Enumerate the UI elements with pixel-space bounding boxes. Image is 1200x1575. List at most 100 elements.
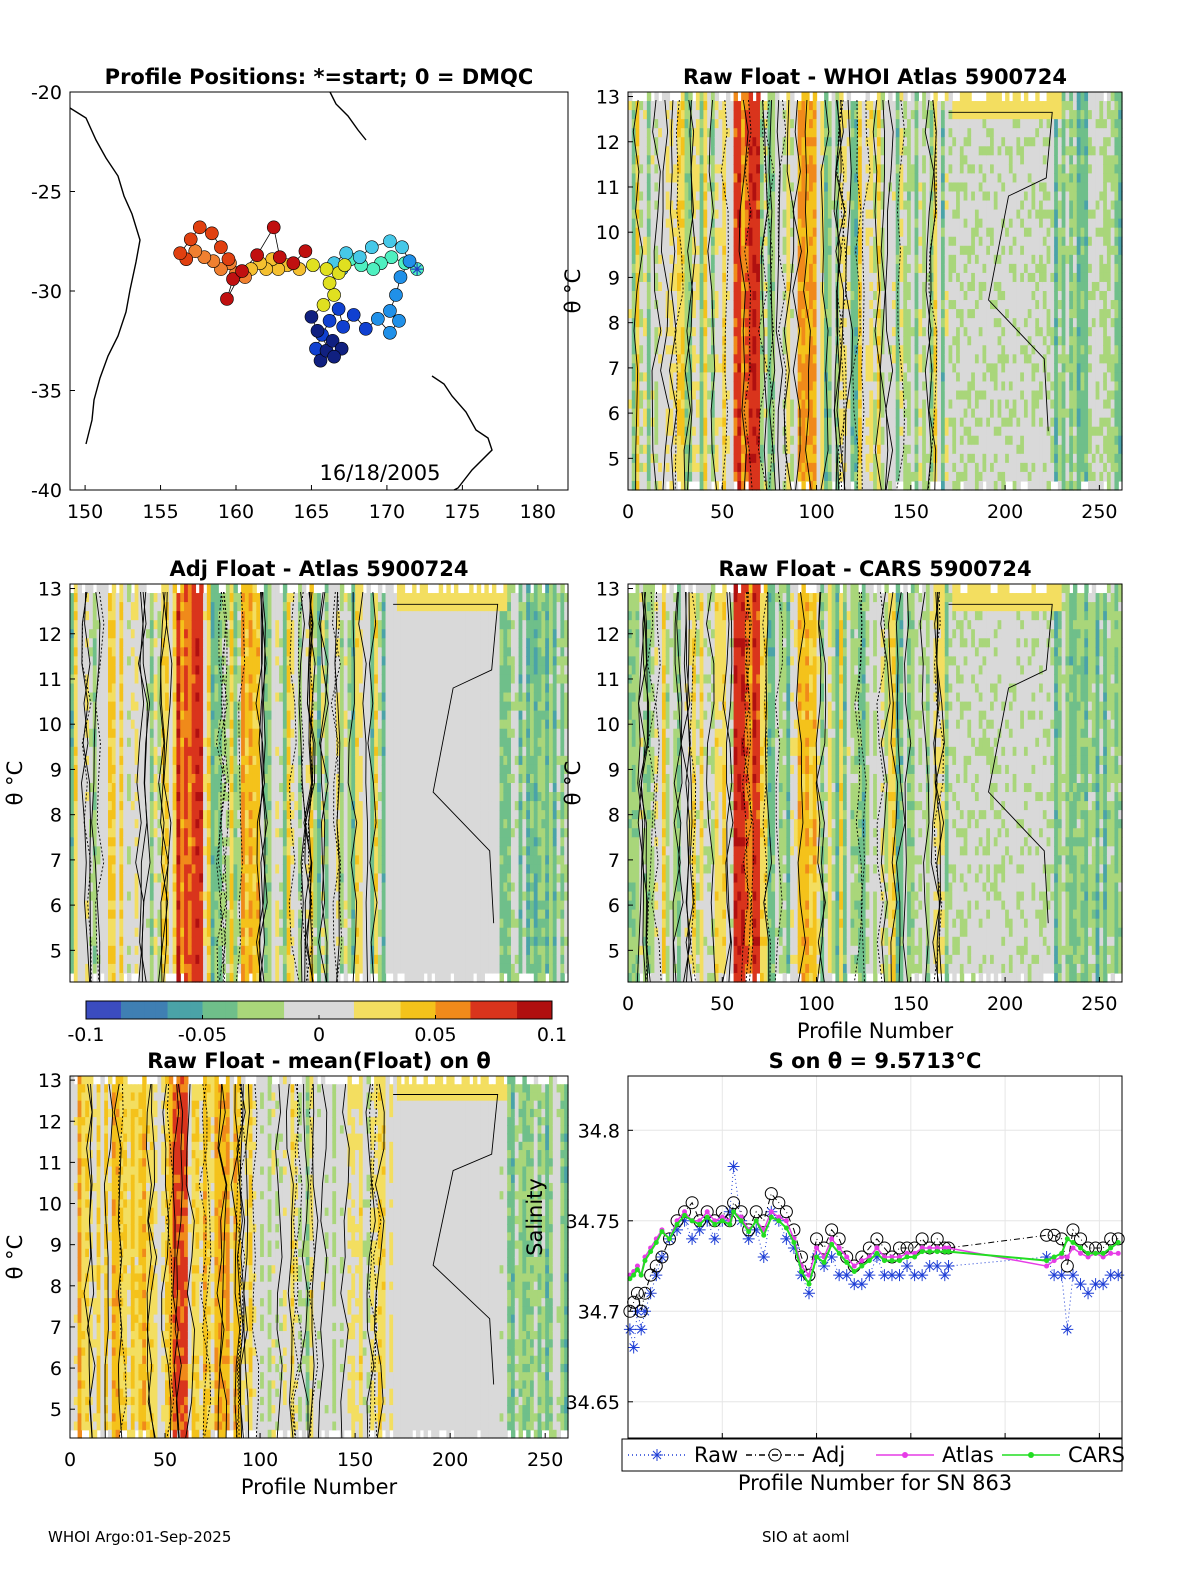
p5-contours [83, 1083, 499, 1439]
series-raw-point [1048, 1269, 1061, 1282]
profile-position-marker [192, 220, 207, 235]
p4-ytick-label: 8 [608, 805, 620, 827]
colorbar-swatch [482, 1001, 495, 1019]
series-raw-point [742, 1232, 755, 1245]
profile-position-marker [316, 298, 331, 312]
colorbar-swatch [295, 1001, 308, 1019]
series-raw-point [901, 1260, 914, 1273]
colorbar-swatch [412, 1001, 425, 1019]
map-ytick-label: -20 [31, 82, 62, 104]
p2-ytick-label: 7 [608, 358, 620, 380]
series-adj-point [772, 1196, 786, 1210]
series-cars-point [776, 1218, 782, 1224]
profile-position-marker [173, 246, 187, 260]
series-raw-point [1040, 1251, 1053, 1263]
series-cars-point [648, 1249, 654, 1255]
profile-position-marker [272, 250, 287, 264]
series-atlas-point [859, 1258, 865, 1264]
series-raw [623, 1160, 1125, 1354]
colorbar-tick-label: 0.05 [414, 1024, 456, 1046]
profile-position-marker [339, 246, 353, 260]
series-cars-point [836, 1250, 842, 1256]
p4-ytick-label: 10 [596, 714, 620, 736]
profile-position-marker [346, 308, 361, 322]
p3-ytick-label: 11 [38, 669, 62, 691]
series-raw-point [833, 1269, 846, 1282]
profile-position-marker [383, 304, 397, 318]
series-atlas-point [912, 1250, 918, 1256]
p2-ytick-label: 12 [596, 132, 620, 154]
profile-position-marker [337, 258, 352, 272]
series-adj-point [1104, 1232, 1118, 1246]
colorbar-swatch [190, 1001, 203, 1019]
series-adj-point [727, 1196, 741, 1210]
series-cars-point [881, 1258, 887, 1264]
series-atlas-point [1059, 1254, 1065, 1260]
colorbar-swatch [307, 1001, 320, 1019]
p2-ytick-label: 9 [608, 267, 620, 289]
series-atlas-point [844, 1254, 850, 1260]
series-raw-point [840, 1269, 853, 1282]
p4-xtick-label: 50 [710, 993, 734, 1015]
series-cars-point [874, 1250, 880, 1256]
colorbar-swatch [144, 1001, 157, 1019]
p2-ytick-label: 5 [608, 448, 620, 470]
p3-ytick-label: 12 [38, 624, 62, 646]
series-atlas-point [719, 1214, 725, 1220]
series-raw-line [629, 1166, 1119, 1348]
profile-position-marker [266, 220, 281, 235]
p2-contours [632, 99, 1053, 491]
colorbar-swatch [353, 1001, 367, 1019]
map-ytick-label: -35 [31, 381, 62, 403]
series-raw-point [780, 1232, 793, 1245]
footer-left: WHOI Argo:01-Sep-2025 [48, 1528, 231, 1546]
p5-ytick-label: 6 [50, 1358, 62, 1380]
profile-position-marker [325, 333, 340, 348]
series-cars-point [904, 1254, 910, 1260]
series-adj-point [870, 1232, 884, 1246]
map-panel: 16/18/2005 150 155 160 165 170 175 180 -20 -25 -30… [31, 65, 569, 523]
p6-xlabel: Profile Number for SN 863 [738, 1471, 1012, 1495]
colorbar-swatch [435, 1001, 448, 1019]
series-cars-point [829, 1241, 835, 1247]
p5-xtick-label: 0 [64, 1449, 76, 1471]
series-atlas-point [829, 1236, 835, 1242]
p3-ytick-label: 8 [50, 805, 62, 827]
series-cars-point [746, 1229, 752, 1235]
series-atlas-point [897, 1254, 903, 1260]
series-atlas-point [783, 1218, 789, 1224]
series-cars-point [934, 1249, 940, 1255]
p3-ytick-label: 10 [38, 714, 62, 736]
series-cars-point [866, 1258, 872, 1264]
series-atlas-point [1051, 1258, 1057, 1264]
series-raw-point [727, 1160, 740, 1173]
series-adj-point [638, 1286, 652, 1300]
series-raw-point [708, 1232, 721, 1245]
map-xtick-label: 155 [142, 501, 178, 523]
p3-ytick-label: 5 [50, 940, 62, 962]
series-atlas-point [927, 1245, 933, 1251]
series-atlas-point [1108, 1250, 1114, 1256]
profile-position-marker [214, 240, 228, 255]
australia-coastline [69, 107, 141, 445]
series-cars-point [634, 1267, 640, 1273]
series-cars-point [638, 1272, 644, 1278]
profile-position-marker [319, 262, 334, 276]
p5-ytick-label: 9 [50, 1235, 62, 1257]
p2-ytick-label: 10 [596, 222, 620, 244]
legend-marker [902, 1452, 908, 1458]
series-cars-point [1044, 1258, 1050, 1264]
profile-position-marker [365, 240, 379, 255]
p5-ytick-label: 5 [50, 1399, 62, 1421]
profile-position-marker [331, 302, 346, 316]
series-raw-point [885, 1269, 898, 1282]
p4-xtick-label: 0 [622, 993, 634, 1015]
series-cars-point [738, 1218, 744, 1224]
series-adj-point [1040, 1228, 1054, 1242]
series-cars-point [689, 1218, 695, 1224]
series-cars-point [719, 1218, 725, 1224]
series-atlas-point [1100, 1254, 1106, 1260]
profile-position-marker [306, 258, 320, 272]
colorbar-swatch [528, 1001, 541, 1019]
series-atlas-point [704, 1209, 710, 1215]
